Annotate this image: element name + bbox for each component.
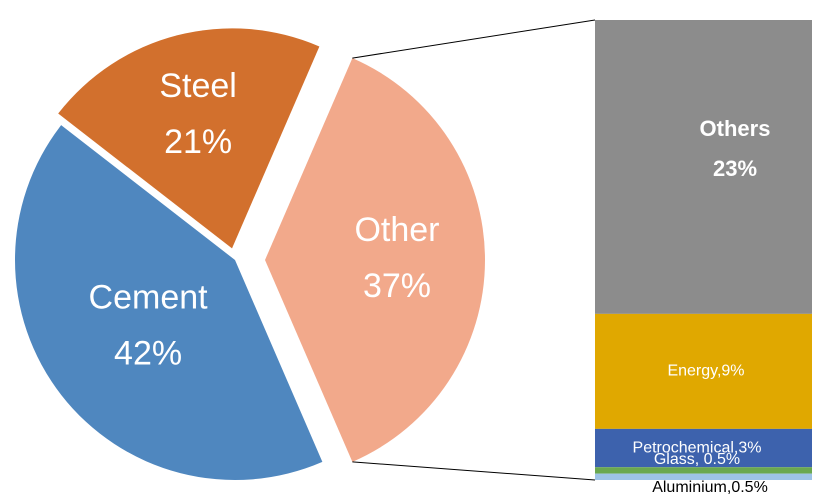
slice-name: Other bbox=[354, 211, 439, 249]
bar-value: Petrochemical,3% bbox=[633, 439, 762, 456]
slice-value: 37% bbox=[363, 267, 431, 305]
slice-value: 42% bbox=[114, 334, 182, 372]
bar-segment bbox=[595, 467, 812, 474]
bar-value: 23% bbox=[713, 156, 757, 181]
bar-name: Others bbox=[700, 116, 771, 141]
bar-segment bbox=[595, 473, 812, 480]
connector bbox=[352, 19, 596, 59]
bar-value: Glass, 0.5% bbox=[654, 451, 740, 468]
pie-slice bbox=[58, 28, 320, 249]
connector bbox=[352, 461, 596, 481]
slice-name: Cement bbox=[89, 278, 209, 316]
pie-slice bbox=[15, 125, 323, 480]
bar-value: Aluminium,0.5% bbox=[652, 479, 768, 496]
slice-value: 21% bbox=[164, 123, 232, 161]
bar-segment bbox=[595, 20, 812, 314]
bar-segment bbox=[595, 428, 812, 468]
bar-value: Energy,9% bbox=[667, 363, 744, 380]
slice-name: Steel bbox=[159, 67, 237, 105]
pie-slice bbox=[265, 58, 485, 462]
bar-segment bbox=[595, 313, 812, 429]
